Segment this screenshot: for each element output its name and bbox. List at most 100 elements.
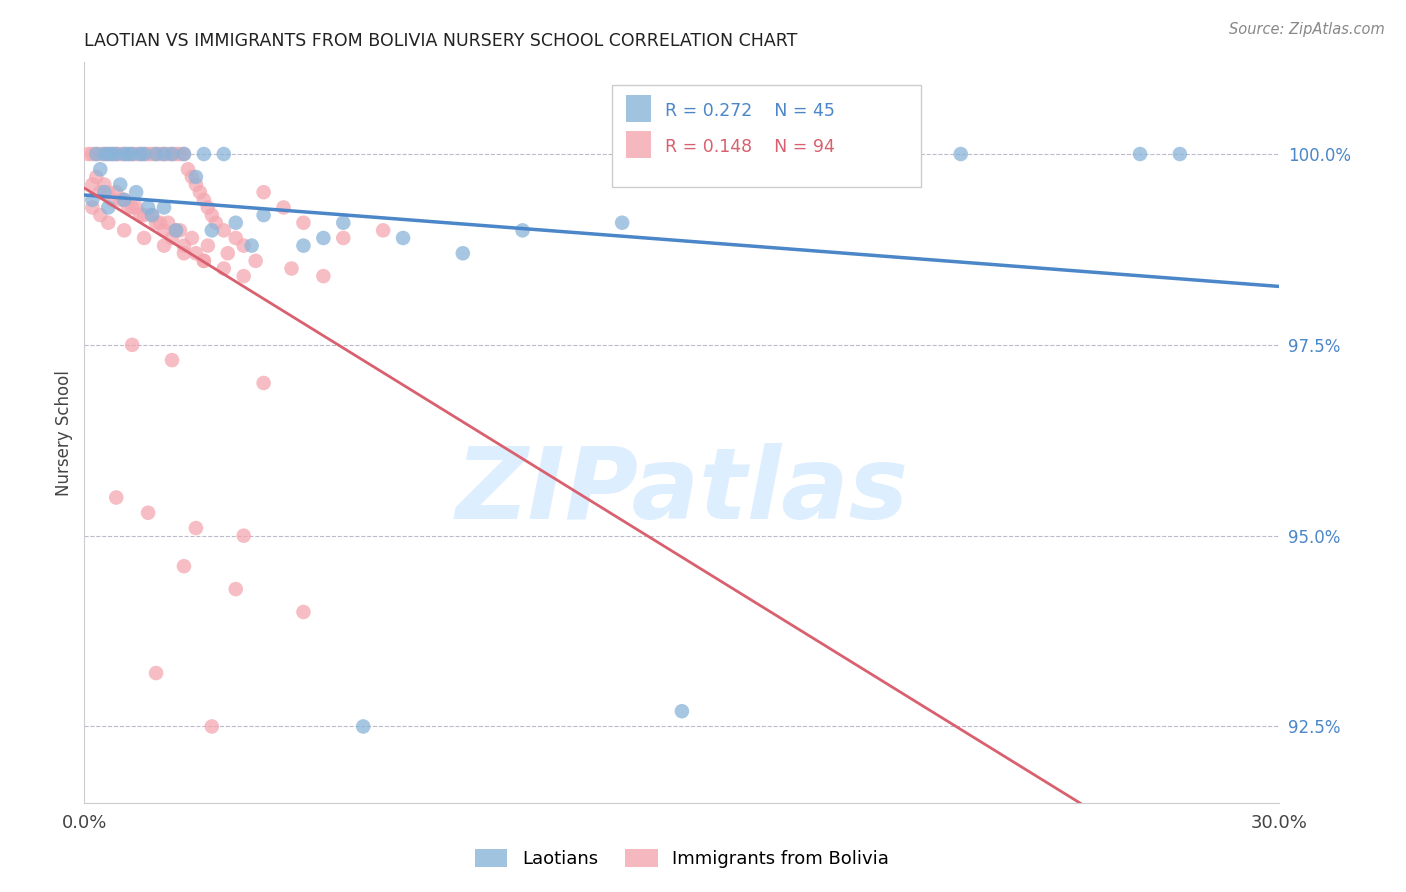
Point (149, 147, 172, 161)
Point (93, 147, 115, 161)
Text: ZIPatlas: ZIPatlas (456, 443, 908, 541)
Point (110, 178, 132, 192)
Point (332, 216, 354, 230)
Point (93, 178, 115, 192)
Point (136, 147, 159, 161)
Point (197, 201, 219, 215)
Point (77, 147, 100, 161)
Point (141, 147, 163, 161)
Point (169, 147, 191, 161)
Point (201, 719, 224, 733)
Point (212, 261, 235, 276)
Point (512, 223, 534, 237)
Legend: Laotians, Immigrants from Bolivia: Laotians, Immigrants from Bolivia (468, 841, 896, 875)
Point (671, 704, 693, 718)
Point (117, 147, 139, 161)
Point (93, 185, 115, 199)
Point (153, 147, 176, 161)
Point (373, 223, 395, 237)
Text: R = 0.272    N = 45: R = 0.272 N = 45 (665, 103, 835, 120)
Point (141, 208, 163, 222)
Point (82, 193, 104, 207)
Point (136, 506, 159, 520)
Text: Source: ZipAtlas.com: Source: ZipAtlas.com (1229, 22, 1385, 37)
Point (205, 216, 228, 230)
Point (145, 147, 167, 161)
Point (93, 147, 115, 161)
Point (184, 246, 207, 260)
Y-axis label: Nursery School: Nursery School (55, 369, 73, 496)
Point (201, 223, 224, 237)
Point (145, 216, 167, 230)
Point (89, 147, 111, 161)
Point (280, 261, 302, 276)
Point (129, 208, 152, 222)
Point (193, 147, 215, 161)
Point (193, 193, 215, 207)
Point (112, 193, 135, 207)
Point (184, 521, 207, 535)
Point (949, 147, 972, 161)
Point (225, 231, 247, 245)
Point (121, 147, 143, 161)
Point (141, 208, 163, 222)
Point (105, 147, 128, 161)
Point (169, 223, 191, 237)
Point (157, 216, 180, 230)
Point (132, 147, 156, 161)
Point (132, 208, 156, 222)
Point (160, 353, 183, 368)
Point (240, 238, 263, 252)
Point (165, 223, 187, 237)
Point (105, 491, 128, 505)
Point (193, 253, 215, 268)
Point (212, 223, 235, 237)
Point (97, 201, 120, 215)
Point (173, 559, 195, 574)
Point (112, 147, 135, 161)
Point (157, 147, 180, 161)
Point (173, 238, 195, 252)
Point (232, 269, 254, 284)
Point (101, 147, 124, 161)
Point (82, 178, 104, 192)
Point (292, 238, 315, 252)
Point (160, 147, 183, 161)
Point (145, 666, 167, 681)
Point (253, 185, 276, 199)
Text: R = 0.148    N = 94: R = 0.148 N = 94 (665, 138, 835, 156)
Point (225, 582, 247, 596)
Point (173, 147, 195, 161)
Point (193, 253, 215, 268)
Point (125, 185, 148, 199)
Point (97, 185, 120, 199)
Point (101, 147, 124, 161)
Point (1129, 147, 1152, 161)
Point (121, 147, 143, 161)
Point (112, 223, 135, 237)
Point (201, 208, 224, 222)
Point (352, 719, 374, 733)
Point (1168, 147, 1191, 161)
Point (181, 169, 204, 184)
Point (89, 208, 111, 222)
Point (82, 147, 104, 161)
Point (173, 147, 195, 161)
Point (97, 216, 120, 230)
Point (117, 201, 139, 215)
Point (86, 147, 108, 161)
Point (217, 246, 239, 260)
Point (253, 208, 276, 222)
Point (312, 269, 335, 284)
Point (110, 147, 132, 161)
Point (112, 147, 135, 161)
Point (125, 201, 148, 215)
Point (153, 201, 176, 215)
Point (160, 231, 183, 245)
Point (212, 147, 235, 161)
Point (245, 253, 267, 268)
Point (232, 238, 254, 252)
Point (292, 216, 315, 230)
Point (145, 147, 167, 161)
Point (89, 162, 111, 177)
